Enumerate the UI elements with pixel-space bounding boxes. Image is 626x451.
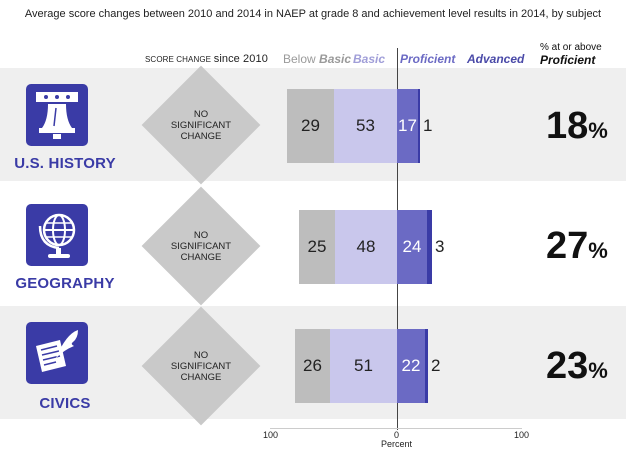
header-pct-line1: % at or above: [540, 42, 602, 53]
percent-number: 27: [546, 225, 589, 267]
score-change-line: CHANGE: [180, 252, 222, 263]
header-proficient: Proficient: [400, 52, 456, 66]
x-tick-label: 0: [394, 430, 400, 440]
x-axis-label: Percent: [381, 439, 413, 449]
header-percent-proficient: % at or above Proficient: [540, 42, 620, 66]
percent-sign: %: [588, 358, 608, 383]
score-change-line: CHANGE: [180, 131, 222, 142]
x-tick-label: 100: [263, 430, 279, 440]
header-below-prefix: Below: [283, 52, 316, 66]
score-change-diamond: NO SIGNIFICANT CHANGE: [141, 186, 261, 306]
score-change-diamond: NO SIGNIFICANT CHANGE: [141, 65, 261, 185]
percent-number: 18: [546, 105, 589, 147]
advanced-value-label: 3: [435, 237, 445, 256]
quill-document-icon: [26, 322, 88, 384]
score-change-line: SIGNIFICANT: [170, 241, 232, 252]
percent-sign: %: [588, 118, 608, 143]
score-change-line: SIGNIFICANT: [170, 120, 232, 131]
header-basic: Basic: [353, 52, 386, 66]
header-score-change-suffix: since 2010: [213, 53, 268, 65]
percent-proficient-value: 23%: [546, 345, 608, 388]
percent-number: 23: [546, 345, 589, 387]
liberty-bell-icon: [26, 84, 88, 146]
bar-below-basic: 29: [287, 89, 334, 163]
bar-proficient: 17: [397, 89, 418, 163]
x-tick-label: 100: [514, 430, 530, 440]
score-change-diamond: NO SIGNIFICANT CHANGE: [141, 306, 261, 426]
subject-label-us-history: U.S. HISTORY: [14, 155, 116, 172]
score-change-line: NO: [193, 109, 209, 120]
score-change-line: SIGNIFICANT: [170, 361, 232, 372]
header-score-change-prefix: Score change: [145, 55, 212, 64]
bar-basic: 51: [330, 329, 397, 403]
score-change-line: NO: [193, 230, 209, 241]
bar-advanced: [427, 210, 432, 284]
bar-proficient: 22: [397, 329, 425, 403]
score-change-text: NO SIGNIFICANT CHANGE: [141, 230, 261, 263]
percent-proficient-value: 27%: [546, 225, 608, 268]
header-below-basic-bold: Basic: [319, 52, 352, 66]
bar-proficient: 24: [397, 210, 427, 284]
score-change-text: NO SIGNIFICANT CHANGE: [141, 350, 261, 383]
bar-basic: 53: [334, 89, 397, 163]
bar-below-basic: 26: [295, 329, 330, 403]
percent-sign: %: [588, 238, 608, 263]
header-advanced: Advanced: [467, 52, 525, 66]
score-change-line: CHANGE: [180, 372, 222, 383]
subject-label-civics: CIVICS: [39, 395, 91, 412]
subject-label-geography: GEOGRAPHY: [15, 275, 115, 292]
x-axis-line: [270, 428, 522, 429]
bar-advanced: [425, 329, 428, 403]
header-below-basic: Below Basic: [283, 52, 351, 66]
bar-below-basic: 25: [299, 210, 335, 284]
chart-title: Average score changes between 2010 and 2…: [24, 8, 602, 20]
bar-advanced: [418, 89, 420, 163]
globe-icon: [26, 204, 88, 266]
score-change-line: NO: [193, 350, 209, 361]
score-change-text: NO SIGNIFICANT CHANGE: [141, 109, 261, 142]
bar-basic: 48: [335, 210, 397, 284]
percent-proficient-value: 18%: [546, 105, 608, 148]
advanced-value-label: 1: [423, 116, 433, 135]
header-score-change: Score change since 2010: [145, 53, 268, 65]
header-pct-line2: Proficient: [540, 53, 596, 67]
advanced-value-label: 2: [431, 356, 441, 375]
